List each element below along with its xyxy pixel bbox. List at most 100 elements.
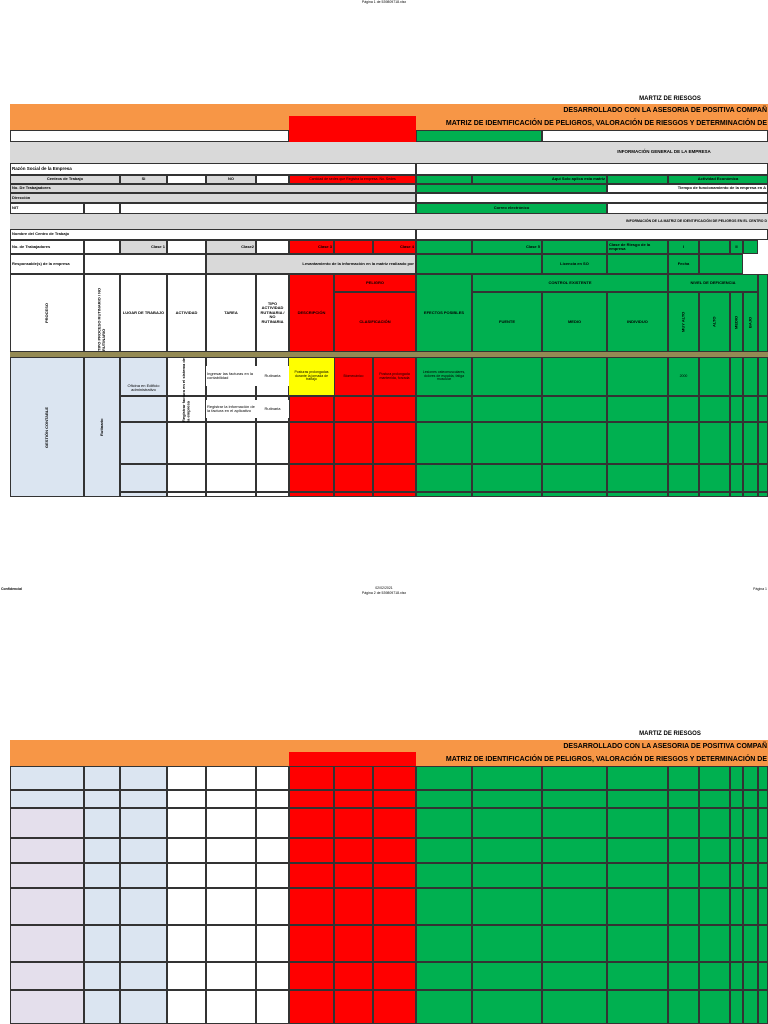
cell bbox=[607, 863, 668, 888]
cell bbox=[607, 203, 768, 214]
cell bbox=[167, 990, 206, 1024]
cell bbox=[256, 808, 289, 838]
cell bbox=[472, 888, 542, 925]
cell-text: ACTIVIDAD bbox=[167, 274, 206, 352]
footer-text: Página 1 bbox=[753, 587, 767, 592]
cell bbox=[167, 888, 206, 925]
cell bbox=[334, 464, 373, 492]
cell bbox=[416, 254, 542, 274]
cell bbox=[699, 254, 743, 274]
cell bbox=[699, 808, 730, 838]
cell bbox=[416, 990, 472, 1024]
cell-text: EFECTOS POSIBLES bbox=[416, 274, 472, 352]
cell bbox=[167, 464, 206, 492]
cell-text: Lesiones osteomusculares, dolores de esp… bbox=[422, 369, 466, 382]
cell bbox=[334, 990, 373, 1024]
cell bbox=[699, 492, 730, 497]
cell bbox=[84, 962, 120, 990]
cell bbox=[699, 357, 730, 396]
cell bbox=[120, 888, 167, 925]
cell bbox=[256, 175, 289, 184]
cell bbox=[416, 163, 768, 175]
cell bbox=[256, 240, 289, 254]
cell bbox=[607, 396, 668, 422]
cell bbox=[730, 990, 743, 1024]
cell bbox=[206, 464, 256, 492]
cell bbox=[373, 766, 416, 790]
cell bbox=[84, 240, 120, 254]
cell bbox=[472, 925, 542, 962]
cell bbox=[10, 790, 84, 808]
cell-text: Ingresar las facturas en la contabilidad bbox=[206, 366, 256, 386]
cell bbox=[120, 422, 167, 464]
cell bbox=[472, 492, 542, 497]
cell-text: Responsable(s) de la empresa bbox=[10, 254, 84, 274]
cell bbox=[120, 203, 416, 214]
cell bbox=[10, 925, 84, 962]
cell bbox=[542, 925, 607, 962]
cell bbox=[10, 766, 84, 790]
cell bbox=[373, 396, 416, 422]
cell bbox=[334, 962, 373, 990]
cell bbox=[699, 990, 730, 1024]
cell bbox=[607, 175, 668, 184]
cell bbox=[668, 464, 699, 492]
cell-text: 2000 bbox=[679, 373, 688, 378]
cell bbox=[256, 962, 289, 990]
cell bbox=[607, 464, 668, 492]
cell-text: Correo electrónico bbox=[416, 203, 607, 214]
cell bbox=[373, 962, 416, 990]
cell bbox=[84, 838, 120, 863]
cell-text: Nombre del Centro de Trabajo bbox=[10, 229, 416, 240]
cell bbox=[289, 925, 334, 962]
cell-text: No. de Trabajadores bbox=[10, 240, 84, 254]
cell bbox=[206, 808, 256, 838]
cell bbox=[472, 766, 542, 790]
cell bbox=[167, 396, 206, 422]
cell bbox=[758, 766, 768, 790]
cell bbox=[206, 492, 256, 497]
cell bbox=[607, 838, 668, 863]
cell bbox=[206, 888, 256, 925]
cell-text: ALTO bbox=[699, 292, 730, 352]
cell bbox=[542, 766, 607, 790]
cell bbox=[120, 357, 167, 396]
cell bbox=[10, 838, 84, 863]
cell bbox=[668, 863, 699, 888]
cell bbox=[120, 808, 167, 838]
cell bbox=[607, 925, 668, 962]
cell bbox=[472, 808, 542, 838]
cell-text: Aqui Solo aplica esta matriz bbox=[472, 175, 607, 184]
cell-text: DESCRIPCIÓN bbox=[289, 274, 334, 352]
cell bbox=[334, 240, 373, 254]
cell-text: INFORMACIÓN GENERAL DE LA EMPRESA bbox=[617, 149, 711, 155]
cell bbox=[256, 492, 289, 497]
cell bbox=[668, 396, 699, 422]
red-block bbox=[289, 116, 416, 142]
cell bbox=[206, 838, 256, 863]
cell bbox=[758, 357, 768, 396]
cell bbox=[373, 422, 416, 464]
cell bbox=[84, 790, 120, 808]
cell bbox=[167, 357, 206, 396]
cell bbox=[542, 240, 607, 254]
cell bbox=[289, 863, 334, 888]
cell bbox=[758, 422, 768, 464]
cell-text: Rutinaria bbox=[256, 400, 289, 418]
cell bbox=[120, 962, 167, 990]
cell bbox=[206, 766, 256, 790]
cell bbox=[758, 962, 768, 990]
cell bbox=[416, 838, 472, 863]
cell bbox=[289, 808, 334, 838]
cell bbox=[730, 422, 743, 464]
cell bbox=[472, 422, 542, 464]
cell bbox=[167, 766, 206, 790]
cell bbox=[542, 863, 607, 888]
cell bbox=[416, 863, 472, 888]
cell bbox=[743, 240, 758, 254]
cell-text: NO bbox=[206, 175, 256, 184]
cell bbox=[167, 808, 206, 838]
cell-text: FUENTE bbox=[472, 292, 542, 352]
cell bbox=[699, 766, 730, 790]
